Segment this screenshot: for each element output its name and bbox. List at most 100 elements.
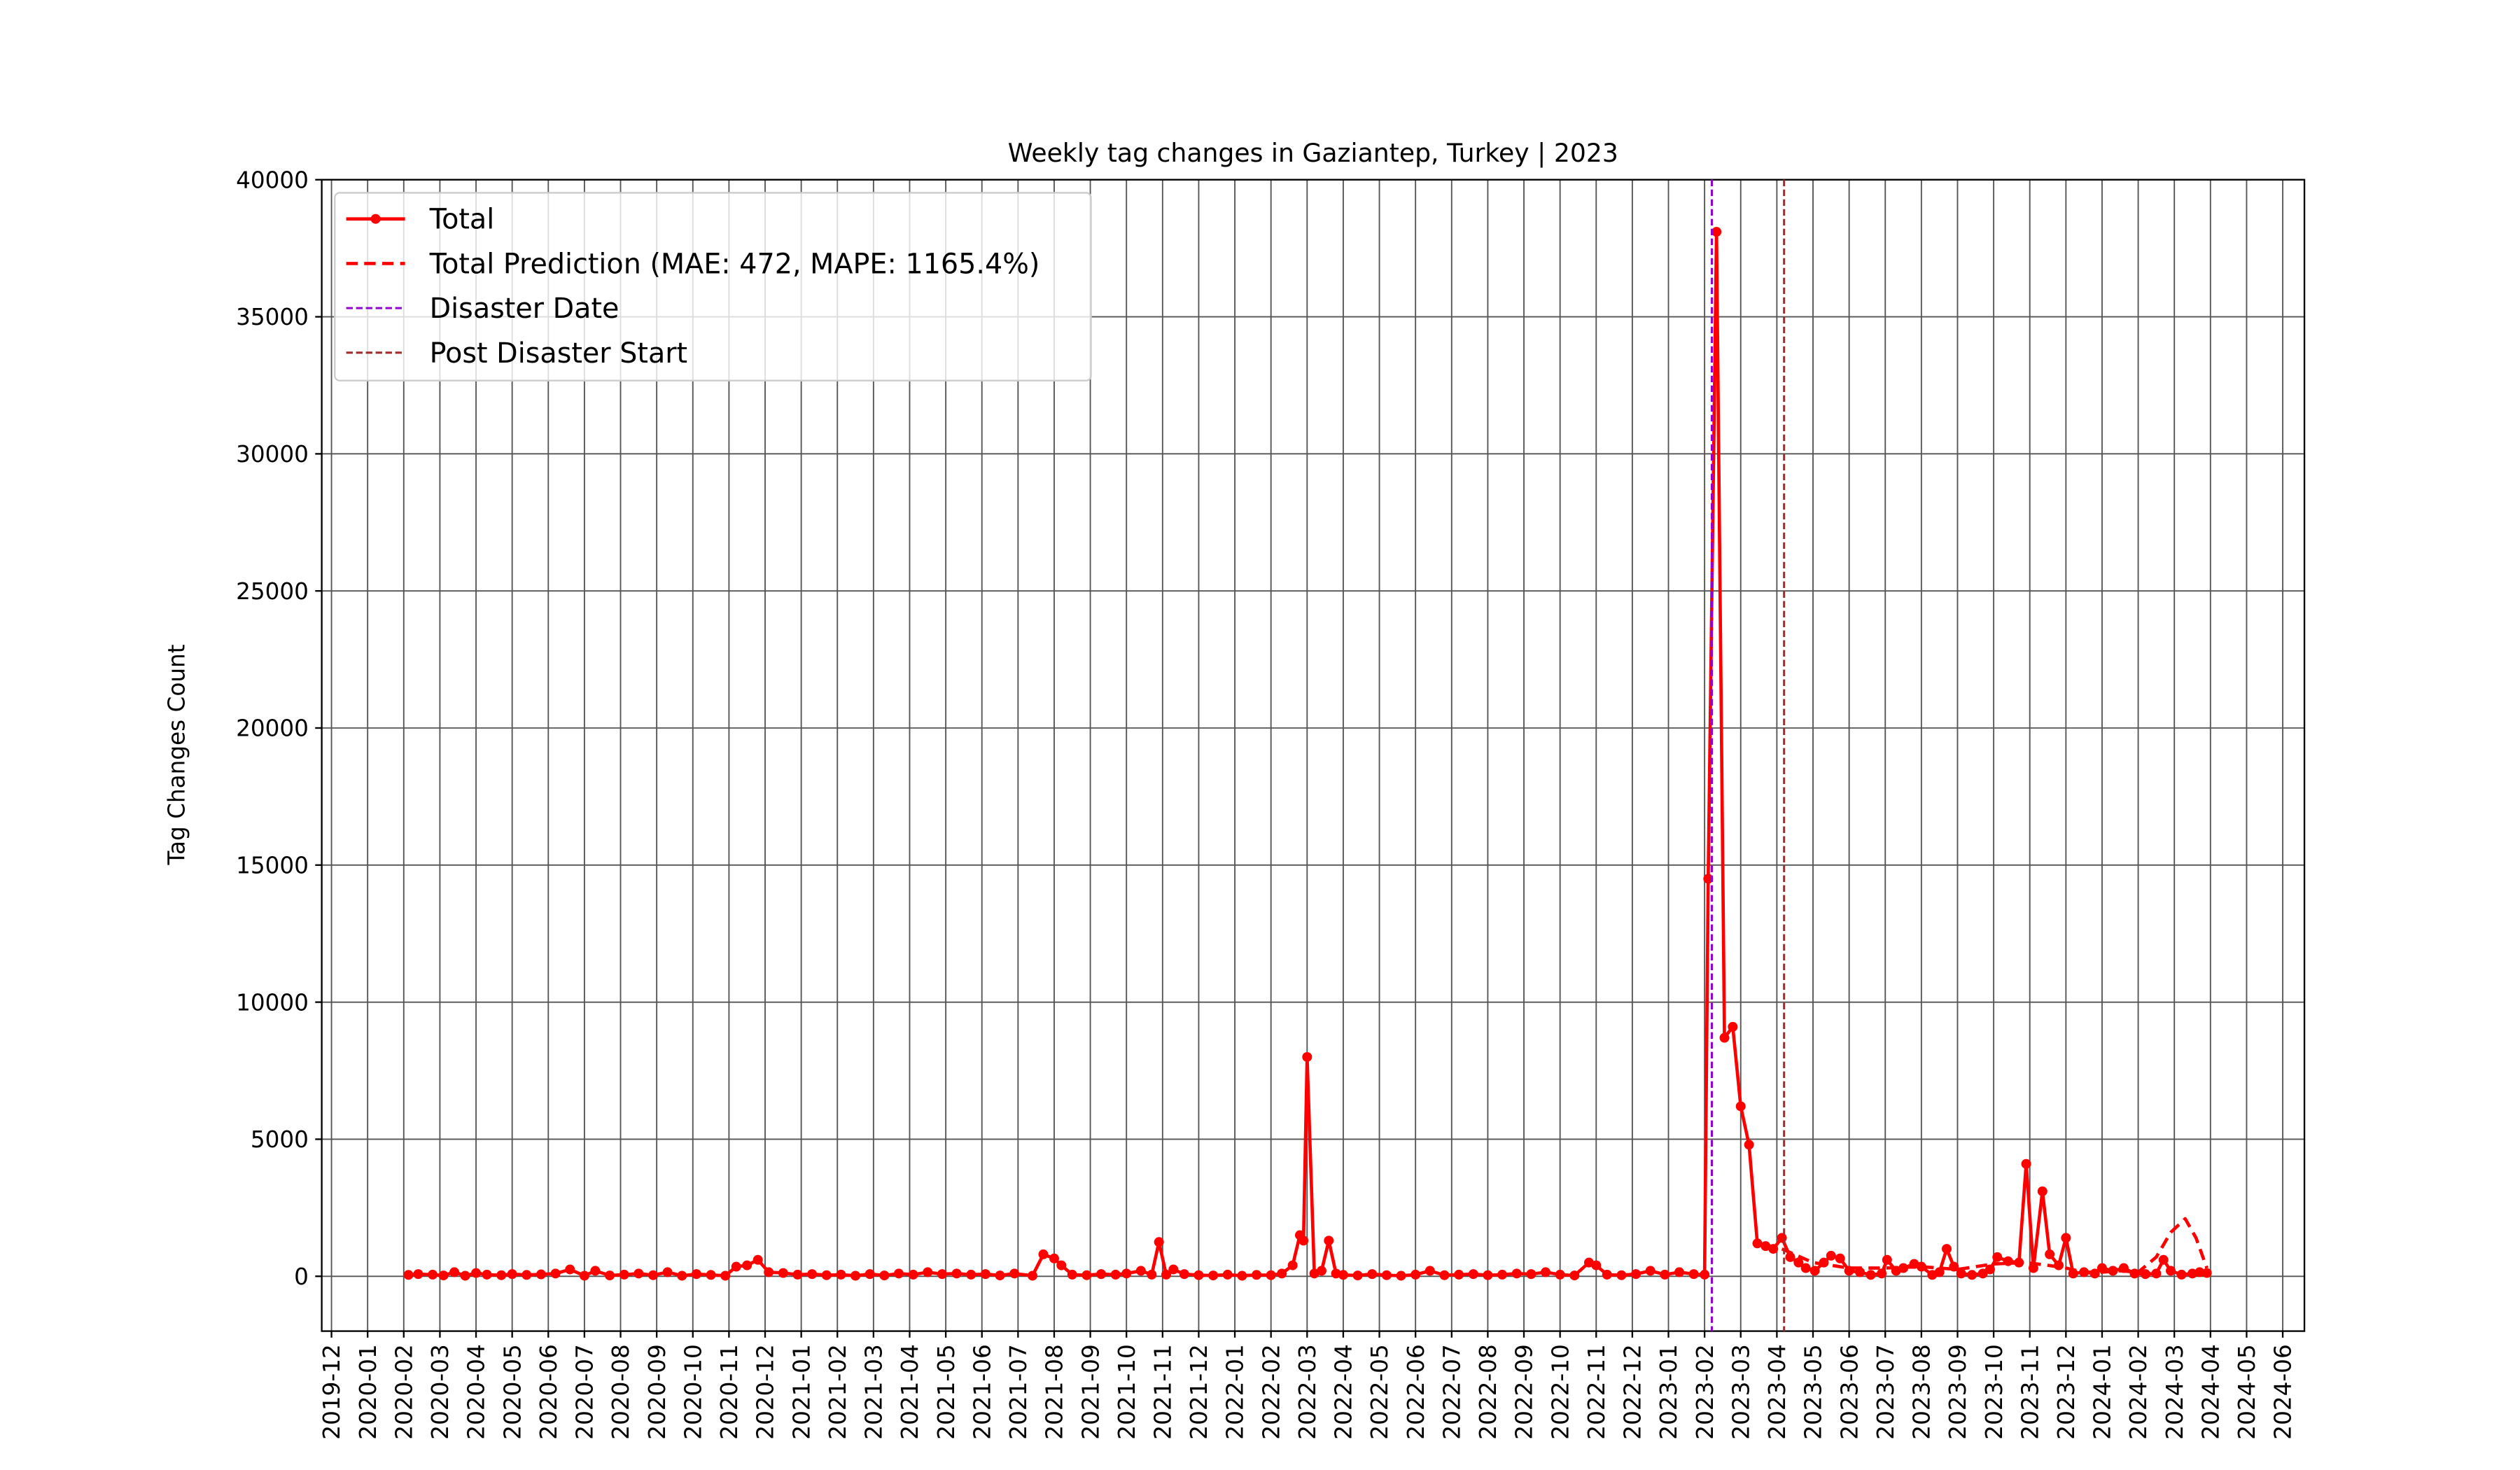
data-point <box>864 1269 875 1280</box>
data-point <box>1752 1238 1763 1249</box>
data-point <box>1541 1267 1551 1278</box>
x-tick-label: 2022-08 <box>1475 1344 1502 1439</box>
data-point <box>677 1270 687 1281</box>
legend-label: Total Prediction (MAE: 472, MAPE: 1165.4… <box>429 248 1040 280</box>
x-tick-label: 2020-06 <box>536 1344 562 1439</box>
data-point <box>496 1270 507 1280</box>
data-point <box>1800 1263 1811 1273</box>
y-tick-label: 25000 <box>236 578 309 605</box>
data-point <box>1454 1269 1464 1280</box>
data-point <box>850 1270 861 1281</box>
data-point <box>1222 1269 1233 1280</box>
plot-frame <box>321 178 2306 1332</box>
legend-marker <box>370 214 381 224</box>
data-point <box>879 1270 890 1281</box>
data-point <box>449 1267 460 1278</box>
data-point <box>471 1268 482 1278</box>
data-point <box>2166 1266 2176 1276</box>
x-tick-label: 2021-08 <box>1042 1344 1068 1439</box>
data-point <box>1096 1269 1107 1280</box>
y-tick-label: 30000 <box>236 441 309 468</box>
data-point <box>1616 1270 1627 1280</box>
x-tick-label: 2020-03 <box>427 1344 454 1439</box>
x-tick-label: 2020-09 <box>644 1344 671 1439</box>
data-point <box>1067 1269 1077 1280</box>
data-point <box>1602 1269 1612 1280</box>
x-tick-label: 2021-12 <box>1186 1344 1212 1439</box>
data-point <box>1208 1270 1219 1281</box>
x-tick-label: 2020-10 <box>680 1344 706 1439</box>
x-tick-label: 2024-06 <box>2270 1344 2297 1439</box>
data-point <box>413 1269 424 1280</box>
data-point <box>1735 1101 1746 1112</box>
data-point <box>1302 1051 1312 1062</box>
data-point <box>792 1269 803 1280</box>
data-point <box>648 1270 658 1280</box>
data-point <box>1179 1269 1189 1280</box>
y-tick-label: 40000 <box>236 167 309 193</box>
data-point <box>995 1270 1005 1281</box>
data-point <box>1826 1250 1836 1261</box>
data-point <box>1027 1270 1037 1281</box>
data-point <box>536 1269 546 1280</box>
data-point <box>807 1269 818 1280</box>
x-tick-label: 2020-01 <box>355 1344 382 1439</box>
x-tick-label: 2024-04 <box>2197 1344 2224 1439</box>
data-point <box>2037 1186 2047 1196</box>
data-point <box>2176 1269 2187 1280</box>
data-point <box>1511 1268 1522 1279</box>
y-tick-label: 5000 <box>251 1126 309 1153</box>
x-tick-label: 2023-06 <box>1836 1344 1863 1439</box>
data-point <box>428 1269 438 1280</box>
data-point <box>1237 1270 1247 1281</box>
data-point <box>2158 1254 2169 1265</box>
data-point <box>1038 1249 1049 1259</box>
data-point <box>2021 1158 2031 1169</box>
data-point <box>742 1260 752 1270</box>
x-tick-label: 2021-11 <box>1149 1344 1176 1439</box>
data-point <box>1877 1268 1887 1279</box>
data-point <box>1809 1266 1820 1276</box>
x-tick-label: 2023-08 <box>1909 1344 1935 1439</box>
data-point <box>1194 1270 1204 1280</box>
legend-box <box>334 192 1092 382</box>
y-tick-label: 0 <box>294 1264 309 1290</box>
data-point <box>1992 1252 2003 1262</box>
data-point <box>980 1269 990 1280</box>
data-point <box>2003 1256 2013 1266</box>
data-point <box>1367 1269 1378 1280</box>
x-tick-label: 2021-07 <box>1005 1344 1032 1439</box>
x-tick-label: 2022-09 <box>1511 1344 1538 1439</box>
data-point <box>2151 1268 2162 1279</box>
data-point <box>1674 1267 1684 1278</box>
data-point <box>1298 1236 1309 1246</box>
data-point <box>1728 1021 1738 1032</box>
data-point <box>908 1269 918 1280</box>
data-point <box>1287 1260 1298 1270</box>
data-point <box>1555 1269 1565 1280</box>
x-tick-label: 2022-11 <box>1583 1344 1610 1439</box>
data-point <box>691 1269 701 1280</box>
data-point <box>1410 1269 1421 1280</box>
plot-area <box>403 227 2212 1281</box>
data-point <box>1526 1269 1536 1280</box>
x-tick-label: 2023-11 <box>2017 1344 2043 1439</box>
data-point <box>1049 1253 1059 1264</box>
data-point <box>1110 1269 1121 1280</box>
data-point <box>1424 1266 1435 1276</box>
x-tick-label: 2023-03 <box>1728 1344 1754 1439</box>
legend-label: Disaster Date <box>430 293 620 325</box>
data-point <box>1660 1269 1670 1280</box>
data-point <box>2108 1266 2118 1276</box>
x-tick-label: 2024-03 <box>2162 1344 2188 1439</box>
data-point <box>619 1269 629 1280</box>
data-point <box>1056 1260 1067 1270</box>
x-tick-label: 2022-10 <box>1547 1344 1574 1439</box>
data-point <box>1168 1264 1179 1275</box>
data-point <box>2061 1233 2071 1243</box>
x-tick-label: 2021-10 <box>1114 1344 1140 1439</box>
data-point <box>894 1268 904 1279</box>
data-point <box>1161 1269 1171 1280</box>
x-tick-label: 2019-12 <box>318 1344 345 1439</box>
data-point <box>923 1267 933 1278</box>
